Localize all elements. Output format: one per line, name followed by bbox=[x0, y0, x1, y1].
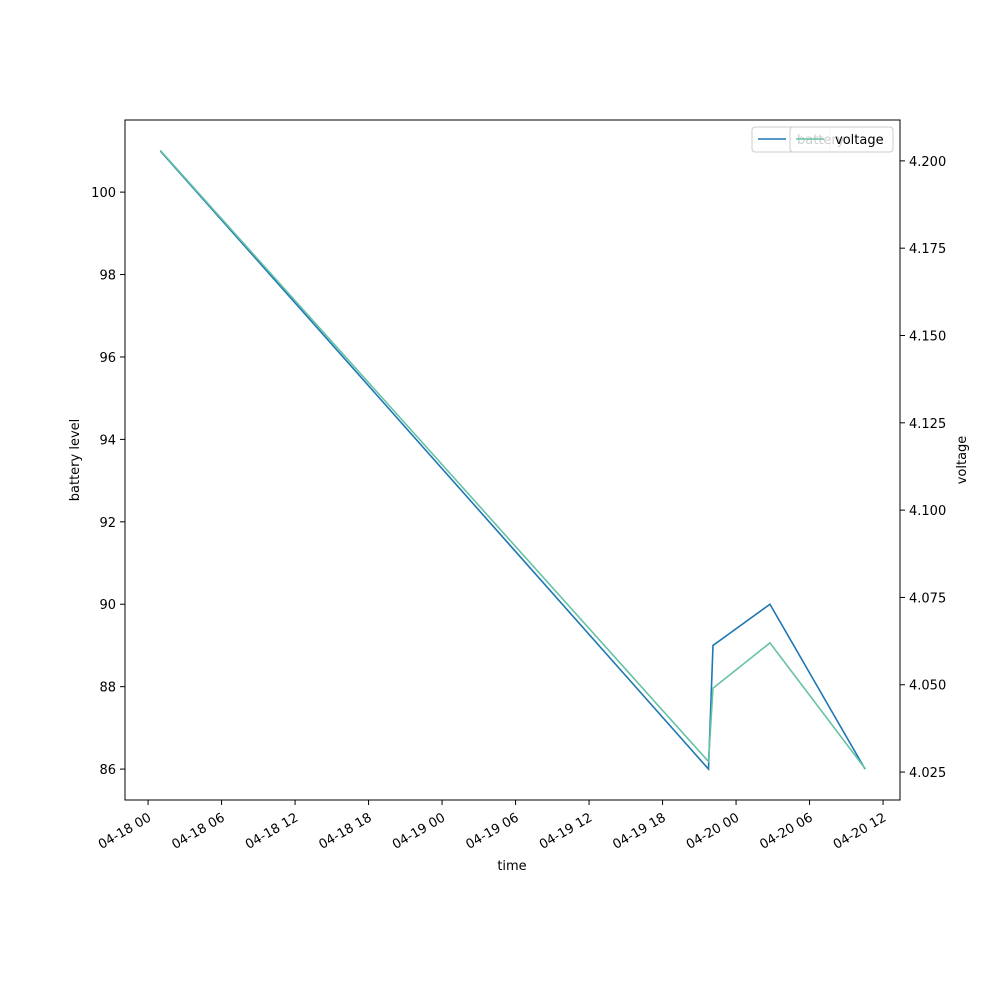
y-tick-label: 98 bbox=[99, 269, 116, 284]
x-tick-label: 04-18 00 bbox=[96, 810, 154, 852]
x-tick-label: 04-20 12 bbox=[831, 810, 889, 852]
y2-tick-label: 4.075 bbox=[909, 591, 946, 606]
y-tick-label: 90 bbox=[99, 598, 116, 613]
x-tick-label: 04-19 00 bbox=[390, 810, 448, 852]
y2-tick-label: 4.050 bbox=[909, 679, 946, 694]
y-tick-label: 86 bbox=[99, 763, 116, 778]
x-tick-label: 04-20 00 bbox=[684, 810, 742, 852]
y-tick-label: 92 bbox=[99, 516, 116, 531]
x-tick-label: 04-18 18 bbox=[316, 810, 374, 852]
y-axis-label: battery level bbox=[68, 419, 83, 502]
y-tick-label: 100 bbox=[91, 186, 116, 201]
y2-tick-label: 4.200 bbox=[909, 155, 946, 170]
y2-tick-label: 4.025 bbox=[909, 766, 946, 781]
y2-tick-label: 4.125 bbox=[909, 417, 946, 432]
y2-axis-label: voltage bbox=[955, 436, 970, 485]
plot-frame bbox=[124, 119, 901, 801]
line-series bbox=[159, 150, 866, 772]
x-tick-label: 04-18 12 bbox=[243, 810, 301, 852]
line-series bbox=[159, 149, 866, 770]
y2-tick-label: 4.100 bbox=[909, 504, 946, 519]
x-tick-label: 04-18 06 bbox=[169, 810, 227, 852]
x-tick-label: 04-20 06 bbox=[757, 810, 815, 852]
legend-label: voltage bbox=[835, 133, 884, 148]
y2-tick-label: 4.150 bbox=[909, 329, 946, 344]
y-tick-label: 96 bbox=[99, 351, 116, 366]
x-tick-label: 04-19 18 bbox=[610, 810, 668, 852]
y2-tick-label: 4.175 bbox=[909, 242, 946, 257]
y-tick-label: 94 bbox=[99, 433, 116, 448]
x-tick-label: 04-19 12 bbox=[537, 810, 595, 852]
legend-box bbox=[789, 126, 894, 153]
y-tick-label: 88 bbox=[99, 681, 116, 696]
x-tick-label: 04-19 06 bbox=[463, 810, 521, 852]
x-axis-label: time bbox=[497, 859, 526, 874]
